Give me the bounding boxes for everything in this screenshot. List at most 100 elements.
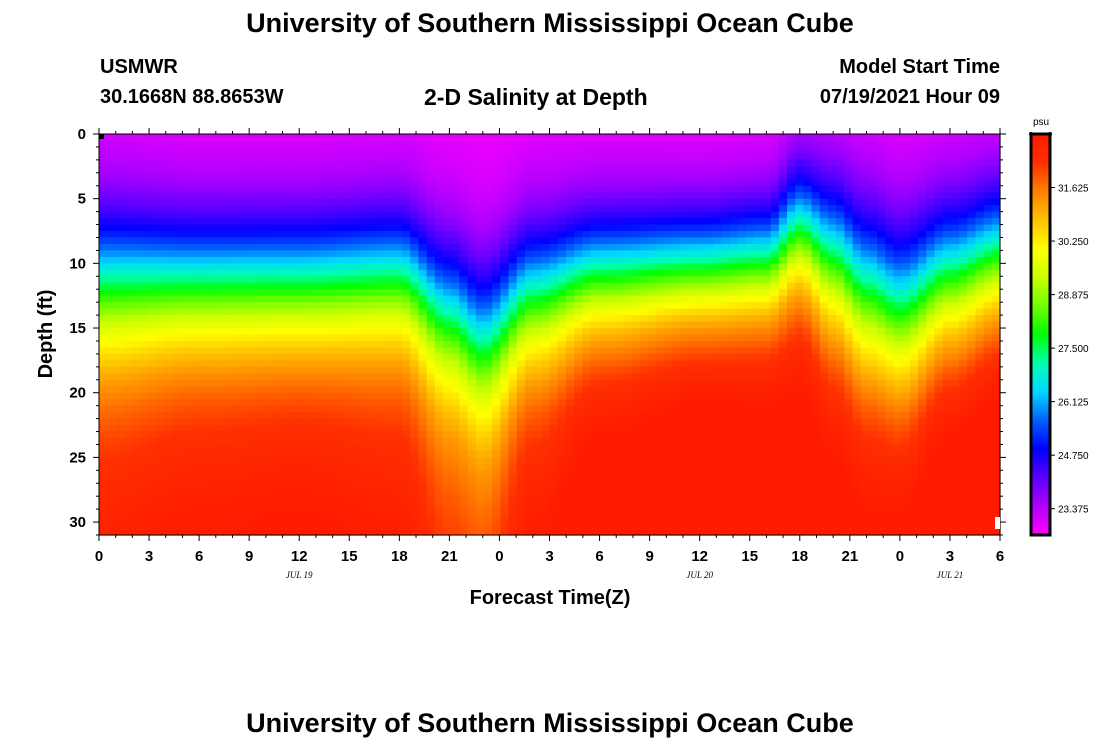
- heatmap-cell: [721, 528, 731, 536]
- heatmap-cell: [369, 483, 379, 491]
- heatmap-cell: [254, 399, 264, 407]
- heatmap-cell: [254, 483, 264, 491]
- heatmap-cell: [705, 237, 714, 245]
- heatmap-cell: [344, 405, 354, 413]
- heatmap-cell: [565, 237, 575, 245]
- heatmap-cell: [639, 379, 649, 387]
- heatmap-cell: [221, 159, 231, 167]
- heatmap-cell: [131, 146, 141, 155]
- heatmap-cell: [746, 405, 755, 413]
- heatmap-cell: [721, 450, 731, 458]
- heatmap-cell: [189, 334, 198, 342]
- heatmap-cell: [557, 263, 567, 271]
- heatmap-cell: [705, 379, 714, 387]
- heatmap-cell: [279, 502, 288, 510]
- heatmap-cell: [205, 386, 215, 394]
- heatmap-cell: [320, 166, 329, 174]
- heatmap-cell: [328, 250, 338, 258]
- heatmap-cell: [205, 392, 215, 400]
- heatmap-cell: [352, 256, 362, 264]
- heatmap-cell: [615, 146, 624, 155]
- heatmap-cell: [148, 321, 157, 329]
- heatmap-cell: [246, 489, 256, 497]
- heatmap-cell: [729, 366, 739, 374]
- heatmap-cell: [451, 211, 460, 219]
- heatmap-cell: [197, 405, 207, 413]
- heatmap-cell: [688, 159, 698, 167]
- heatmap-cell: [582, 509, 592, 517]
- heatmap-cell: [492, 231, 501, 239]
- heatmap-cell: [418, 418, 428, 426]
- heatmap-cell: [262, 457, 272, 465]
- heatmap-cell: [590, 308, 600, 316]
- heatmap-cell: [320, 315, 329, 323]
- salinity-heatmap: [99, 134, 1001, 536]
- heatmap-cell: [418, 386, 428, 394]
- heatmap-cell: [189, 218, 198, 226]
- heatmap-cell: [426, 476, 436, 484]
- heatmap-cell: [500, 489, 510, 497]
- heatmap-cell: [713, 250, 723, 258]
- heatmap-cell: [279, 515, 288, 523]
- heatmap-cell: [434, 425, 444, 433]
- heatmap-cell: [344, 269, 354, 277]
- heatmap-cell: [623, 192, 633, 200]
- heatmap-cell: [647, 437, 657, 446]
- heatmap-cell: [197, 134, 207, 142]
- heatmap-cell: [279, 463, 288, 471]
- heatmap-cell: [443, 134, 452, 142]
- heatmap-cell: [672, 289, 682, 297]
- heatmap-cell: [238, 399, 248, 407]
- heatmap-cell: [320, 211, 329, 219]
- heatmap-cell: [221, 185, 231, 193]
- heatmap-cell: [598, 256, 608, 264]
- heatmap-cell: [492, 192, 501, 200]
- heatmap-cell: [213, 373, 223, 381]
- heatmap-cell: [99, 463, 108, 471]
- heatmap-cell: [213, 412, 223, 420]
- heatmap-cell: [344, 353, 354, 361]
- heatmap-cell: [189, 347, 198, 355]
- heatmap-cell: [377, 172, 387, 180]
- heatmap-cell: [524, 392, 534, 400]
- heatmap-cell: [615, 231, 624, 239]
- heatmap-cell: [467, 509, 477, 517]
- heatmap-cell: [377, 243, 387, 252]
- heatmap-cell: [696, 146, 706, 155]
- heatmap-cell: [655, 289, 665, 297]
- heatmap-cell: [123, 166, 133, 174]
- heatmap-cell: [606, 476, 616, 484]
- heatmap-cell: [729, 496, 739, 504]
- heatmap-cell: [180, 134, 190, 142]
- heatmap-cell: [377, 263, 387, 271]
- heatmap-cell: [311, 153, 321, 161]
- heatmap-cell: [655, 353, 665, 361]
- heatmap-cell: [631, 528, 641, 536]
- heatmap-cell: [746, 528, 755, 536]
- heatmap-cell: [565, 263, 575, 271]
- heatmap-cell: [647, 392, 657, 400]
- heatmap-cell: [680, 522, 690, 530]
- heatmap-cell: [295, 308, 305, 316]
- heatmap-cell: [475, 379, 485, 387]
- heatmap-cell: [172, 269, 182, 277]
- heatmap-cell: [631, 340, 641, 349]
- heatmap-cell: [434, 289, 444, 297]
- heatmap-cell: [696, 412, 706, 420]
- heatmap-cell: [549, 231, 559, 239]
- heatmap-cell: [492, 211, 501, 219]
- heatmap-cell: [688, 179, 698, 187]
- heatmap-cell: [729, 502, 739, 510]
- heatmap-cell: [623, 489, 633, 497]
- heatmap-cell: [451, 476, 460, 484]
- heatmap-cell: [672, 231, 682, 239]
- heatmap-cell: [418, 489, 428, 497]
- heatmap-cell: [688, 224, 698, 232]
- heatmap-cell: [565, 347, 575, 355]
- heatmap-cell: [246, 231, 256, 239]
- heatmap-cell: [500, 340, 510, 349]
- heatmap-cell: [516, 399, 526, 407]
- heatmap-cell: [172, 496, 182, 504]
- heatmap-cell: [549, 146, 559, 155]
- heatmap-cell: [189, 470, 198, 478]
